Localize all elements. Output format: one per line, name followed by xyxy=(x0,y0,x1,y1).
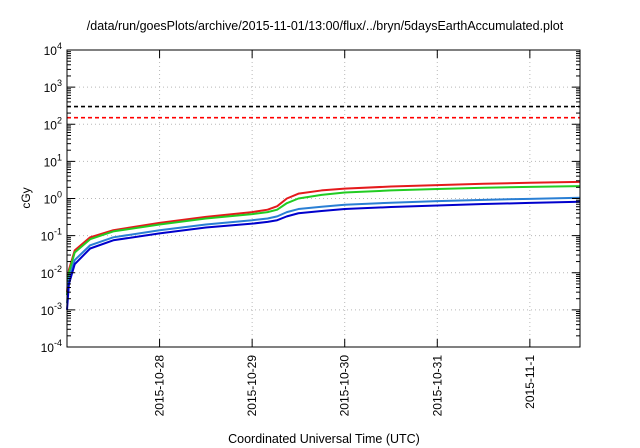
x-axis-ticks: 2015-10-28 2015-10-29 2015-10-30 2015-10-31… xyxy=(153,50,537,416)
y-tick-label: 10-1 xyxy=(41,227,62,244)
y-tick-label: 10-4 xyxy=(41,338,62,355)
x-tick-label: 2015-11-1 xyxy=(523,355,537,409)
y-tick-label: 10-2 xyxy=(41,264,62,281)
reference-lines xyxy=(67,105,580,119)
series-line xyxy=(66,196,581,304)
x-tick-label: 2015-10-31 xyxy=(430,355,444,417)
series-line xyxy=(66,185,581,296)
y-tick-label: 102 xyxy=(44,115,62,132)
series-line xyxy=(66,200,581,310)
x-tick-label: 2015-10-29 xyxy=(245,355,259,417)
x-tick-label: 2015-10-30 xyxy=(338,355,352,417)
y-tick-label: 103 xyxy=(44,78,62,95)
chart-title: /data/run/goesPlots/archive/2015-11-01/1… xyxy=(87,19,564,33)
series-lines xyxy=(66,180,581,310)
series-line xyxy=(66,180,581,293)
y-tick-label: 10-3 xyxy=(41,301,62,318)
y-axis-ticks: 10-4 10-3 10-2 10-1 100 101 102 103 104 xyxy=(41,41,580,355)
x-tick-label: 2015-10-28 xyxy=(153,355,167,417)
y-tick-label: 101 xyxy=(44,152,62,169)
y-tick-label: 100 xyxy=(44,190,62,207)
y-tick-label: 104 xyxy=(44,41,62,58)
x-axis-label: Coordinated Universal Time (UTC) xyxy=(228,432,420,446)
y-axis-label: cGy xyxy=(19,187,33,208)
